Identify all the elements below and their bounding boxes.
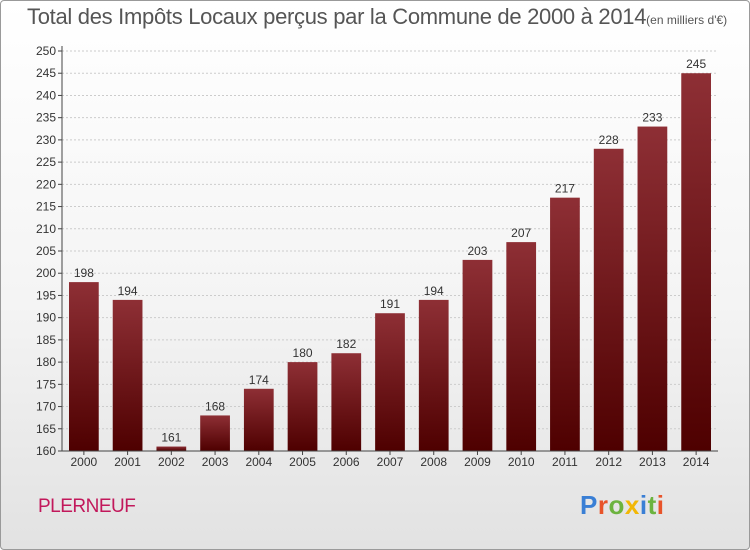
y-tick-label: 190 bbox=[36, 311, 56, 325]
x-tick-label: 2007 bbox=[377, 455, 404, 469]
x-tick-label: 2011 bbox=[552, 455, 578, 469]
bar-value-label: 194 bbox=[424, 284, 444, 298]
chart-title: Total des Impôts Locaux perçus par la Co… bbox=[27, 4, 727, 30]
bar-value-label: 228 bbox=[599, 133, 619, 147]
bar bbox=[550, 197, 580, 451]
y-tick-label: 195 bbox=[36, 288, 56, 302]
logo-letter: P bbox=[580, 490, 598, 520]
bar bbox=[637, 126, 668, 452]
bar bbox=[593, 148, 624, 451]
bar bbox=[68, 282, 99, 451]
x-tick-label: 2010 bbox=[508, 455, 535, 469]
x-tick-label: 2006 bbox=[333, 455, 360, 469]
bar bbox=[156, 446, 187, 451]
x-tick-label: 2013 bbox=[639, 455, 666, 469]
y-tick-label: 165 bbox=[36, 422, 56, 436]
bar-value-label: 191 bbox=[380, 297, 400, 311]
y-tick-label: 235 bbox=[36, 111, 56, 125]
y-tick-label: 225 bbox=[36, 155, 56, 169]
y-tick-label: 215 bbox=[36, 200, 56, 214]
x-tick-label: 2008 bbox=[420, 455, 447, 469]
axes bbox=[58, 46, 718, 455]
x-tick-label: 2003 bbox=[202, 455, 229, 469]
bar-value-label: 198 bbox=[74, 266, 94, 280]
x-tick-label: 2009 bbox=[464, 455, 491, 469]
x-tick-label: 2014 bbox=[683, 455, 710, 469]
logo-letter: i bbox=[639, 490, 648, 520]
y-tick-label: 245 bbox=[36, 66, 56, 80]
y-tick-label: 250 bbox=[36, 44, 56, 58]
y-tick-label: 210 bbox=[36, 222, 56, 236]
y-tick-label: 240 bbox=[36, 88, 56, 102]
x-tick-label: 2002 bbox=[158, 455, 185, 469]
x-tick-label: 2004 bbox=[245, 455, 272, 469]
bar bbox=[112, 299, 143, 451]
y-tick-label: 180 bbox=[36, 355, 56, 369]
bar bbox=[418, 299, 449, 451]
bar bbox=[243, 388, 274, 451]
bar-value-label: 182 bbox=[336, 337, 356, 351]
chart-title-text: Total des Impôts Locaux perçus par la Co… bbox=[27, 4, 647, 29]
y-tick-label: 185 bbox=[36, 333, 56, 347]
bar bbox=[462, 259, 493, 451]
y-tick-label: 175 bbox=[36, 377, 56, 391]
x-tick-label: 2001 bbox=[114, 455, 141, 469]
x-tick-label: 2000 bbox=[71, 455, 98, 469]
logo-letter: t bbox=[647, 490, 657, 520]
bar-value-label: 174 bbox=[249, 373, 269, 387]
y-tick-label: 160 bbox=[36, 444, 56, 458]
bar-value-label: 245 bbox=[686, 57, 706, 71]
logo-letter: x bbox=[624, 490, 640, 520]
proxiti-logo[interactable]: Proxiti bbox=[580, 490, 664, 521]
bar bbox=[506, 242, 537, 451]
labels: 160 165 170 175 180 185 190 195 200 205 210 215 220 2… bbox=[36, 44, 710, 469]
y-tick-label: 230 bbox=[36, 133, 56, 147]
bar bbox=[681, 73, 712, 451]
bar bbox=[331, 353, 362, 451]
bar-value-label: 207 bbox=[511, 226, 531, 240]
logo-letter: i bbox=[656, 490, 665, 520]
y-tick-label: 205 bbox=[36, 244, 56, 258]
bar-value-label: 217 bbox=[555, 182, 575, 196]
bar-value-label: 161 bbox=[161, 431, 181, 445]
bar-value-label: 194 bbox=[118, 284, 138, 298]
bar-value-label: 180 bbox=[293, 346, 313, 360]
bar-value-label: 203 bbox=[467, 244, 487, 258]
commune-name: PLERNEUF bbox=[38, 496, 136, 517]
bar bbox=[287, 362, 318, 451]
y-tick-label: 200 bbox=[36, 266, 56, 280]
chart-title-unit: (en milliers d'€) bbox=[646, 13, 728, 27]
bar-value-label: 168 bbox=[205, 399, 225, 413]
y-tick-label: 170 bbox=[36, 400, 56, 414]
logo-letter: r bbox=[597, 490, 609, 520]
logo-letter: o bbox=[608, 490, 625, 520]
x-tick-label: 2005 bbox=[289, 455, 316, 469]
bars bbox=[68, 73, 712, 452]
bar-value-label: 233 bbox=[642, 111, 662, 125]
bar bbox=[200, 415, 230, 451]
y-tick-label: 220 bbox=[36, 177, 56, 191]
bar bbox=[375, 313, 405, 451]
x-tick-label: 2012 bbox=[595, 455, 622, 469]
